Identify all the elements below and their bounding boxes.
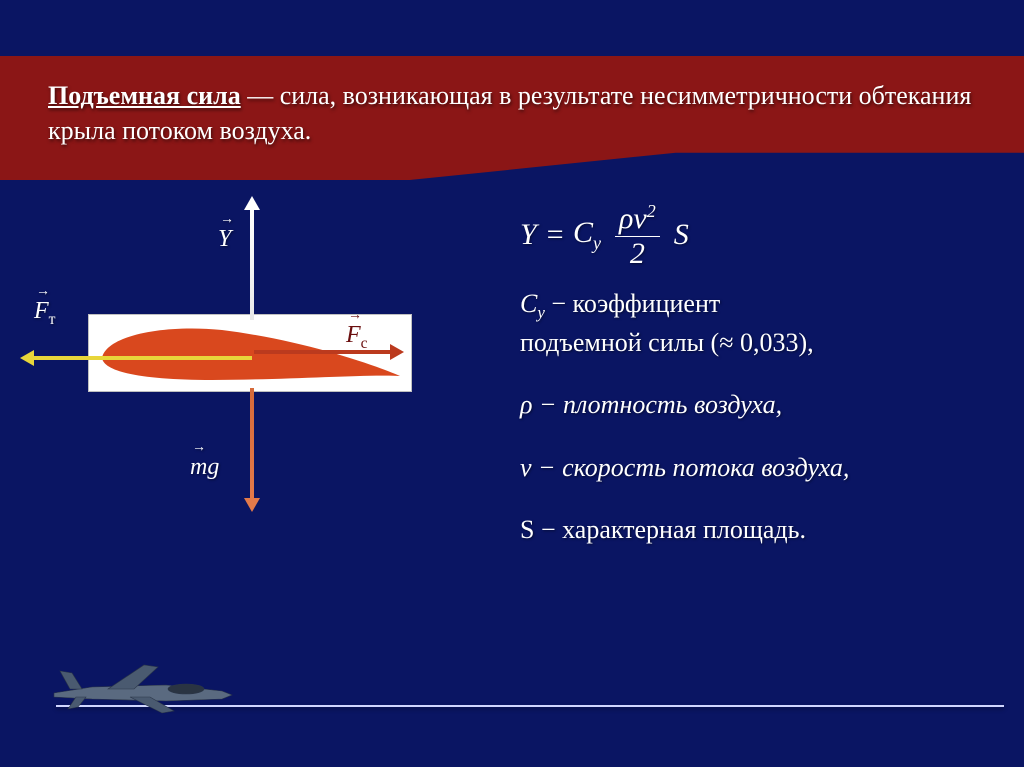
formula-Cy: Cy — [573, 216, 601, 254]
arrow-gravity — [250, 388, 254, 500]
formula-S: S — [674, 218, 689, 252]
label-mg: mg — [190, 454, 219, 481]
label-Y: Y — [218, 226, 231, 253]
def-rho: ρ − плотность воздуха, — [520, 387, 970, 423]
fighter-jet-icon — [46, 655, 236, 715]
definitions-list: Cy − коэффициент подъемной силы (≈ 0,033… — [520, 286, 970, 548]
fraction-denominator: 2 — [630, 237, 645, 269]
label-Ft: Fт — [34, 298, 56, 329]
force-diagram: Y Fт Fс mg — [60, 228, 440, 528]
def-s: S − характерная площадь. — [520, 512, 970, 548]
def-v: v − скорость потока воздуха, — [520, 450, 970, 486]
label-Fc: Fс — [346, 322, 368, 353]
formula-eq: = — [545, 218, 565, 252]
def-cy: Cy − коэффициент подъемной силы (≈ 0,033… — [520, 286, 970, 361]
arrow-lift — [250, 208, 254, 320]
arrow-thrust — [32, 356, 252, 360]
header-text: Подъемная сила — сила, возникающая в рез… — [48, 78, 984, 148]
arrow-drag — [254, 350, 392, 354]
lift-formula: Y = Cy ρv2 2 S — [520, 204, 970, 266]
math-column: Y = Cy ρv2 2 S Cy − коэффициент подъемно… — [520, 204, 970, 574]
term-lift: Подъемная сила — [48, 81, 241, 110]
formula-fraction: ρv2 2 — [615, 202, 660, 269]
formula-lhs: Y — [520, 218, 537, 252]
fraction-numerator: ρv2 — [615, 202, 660, 237]
